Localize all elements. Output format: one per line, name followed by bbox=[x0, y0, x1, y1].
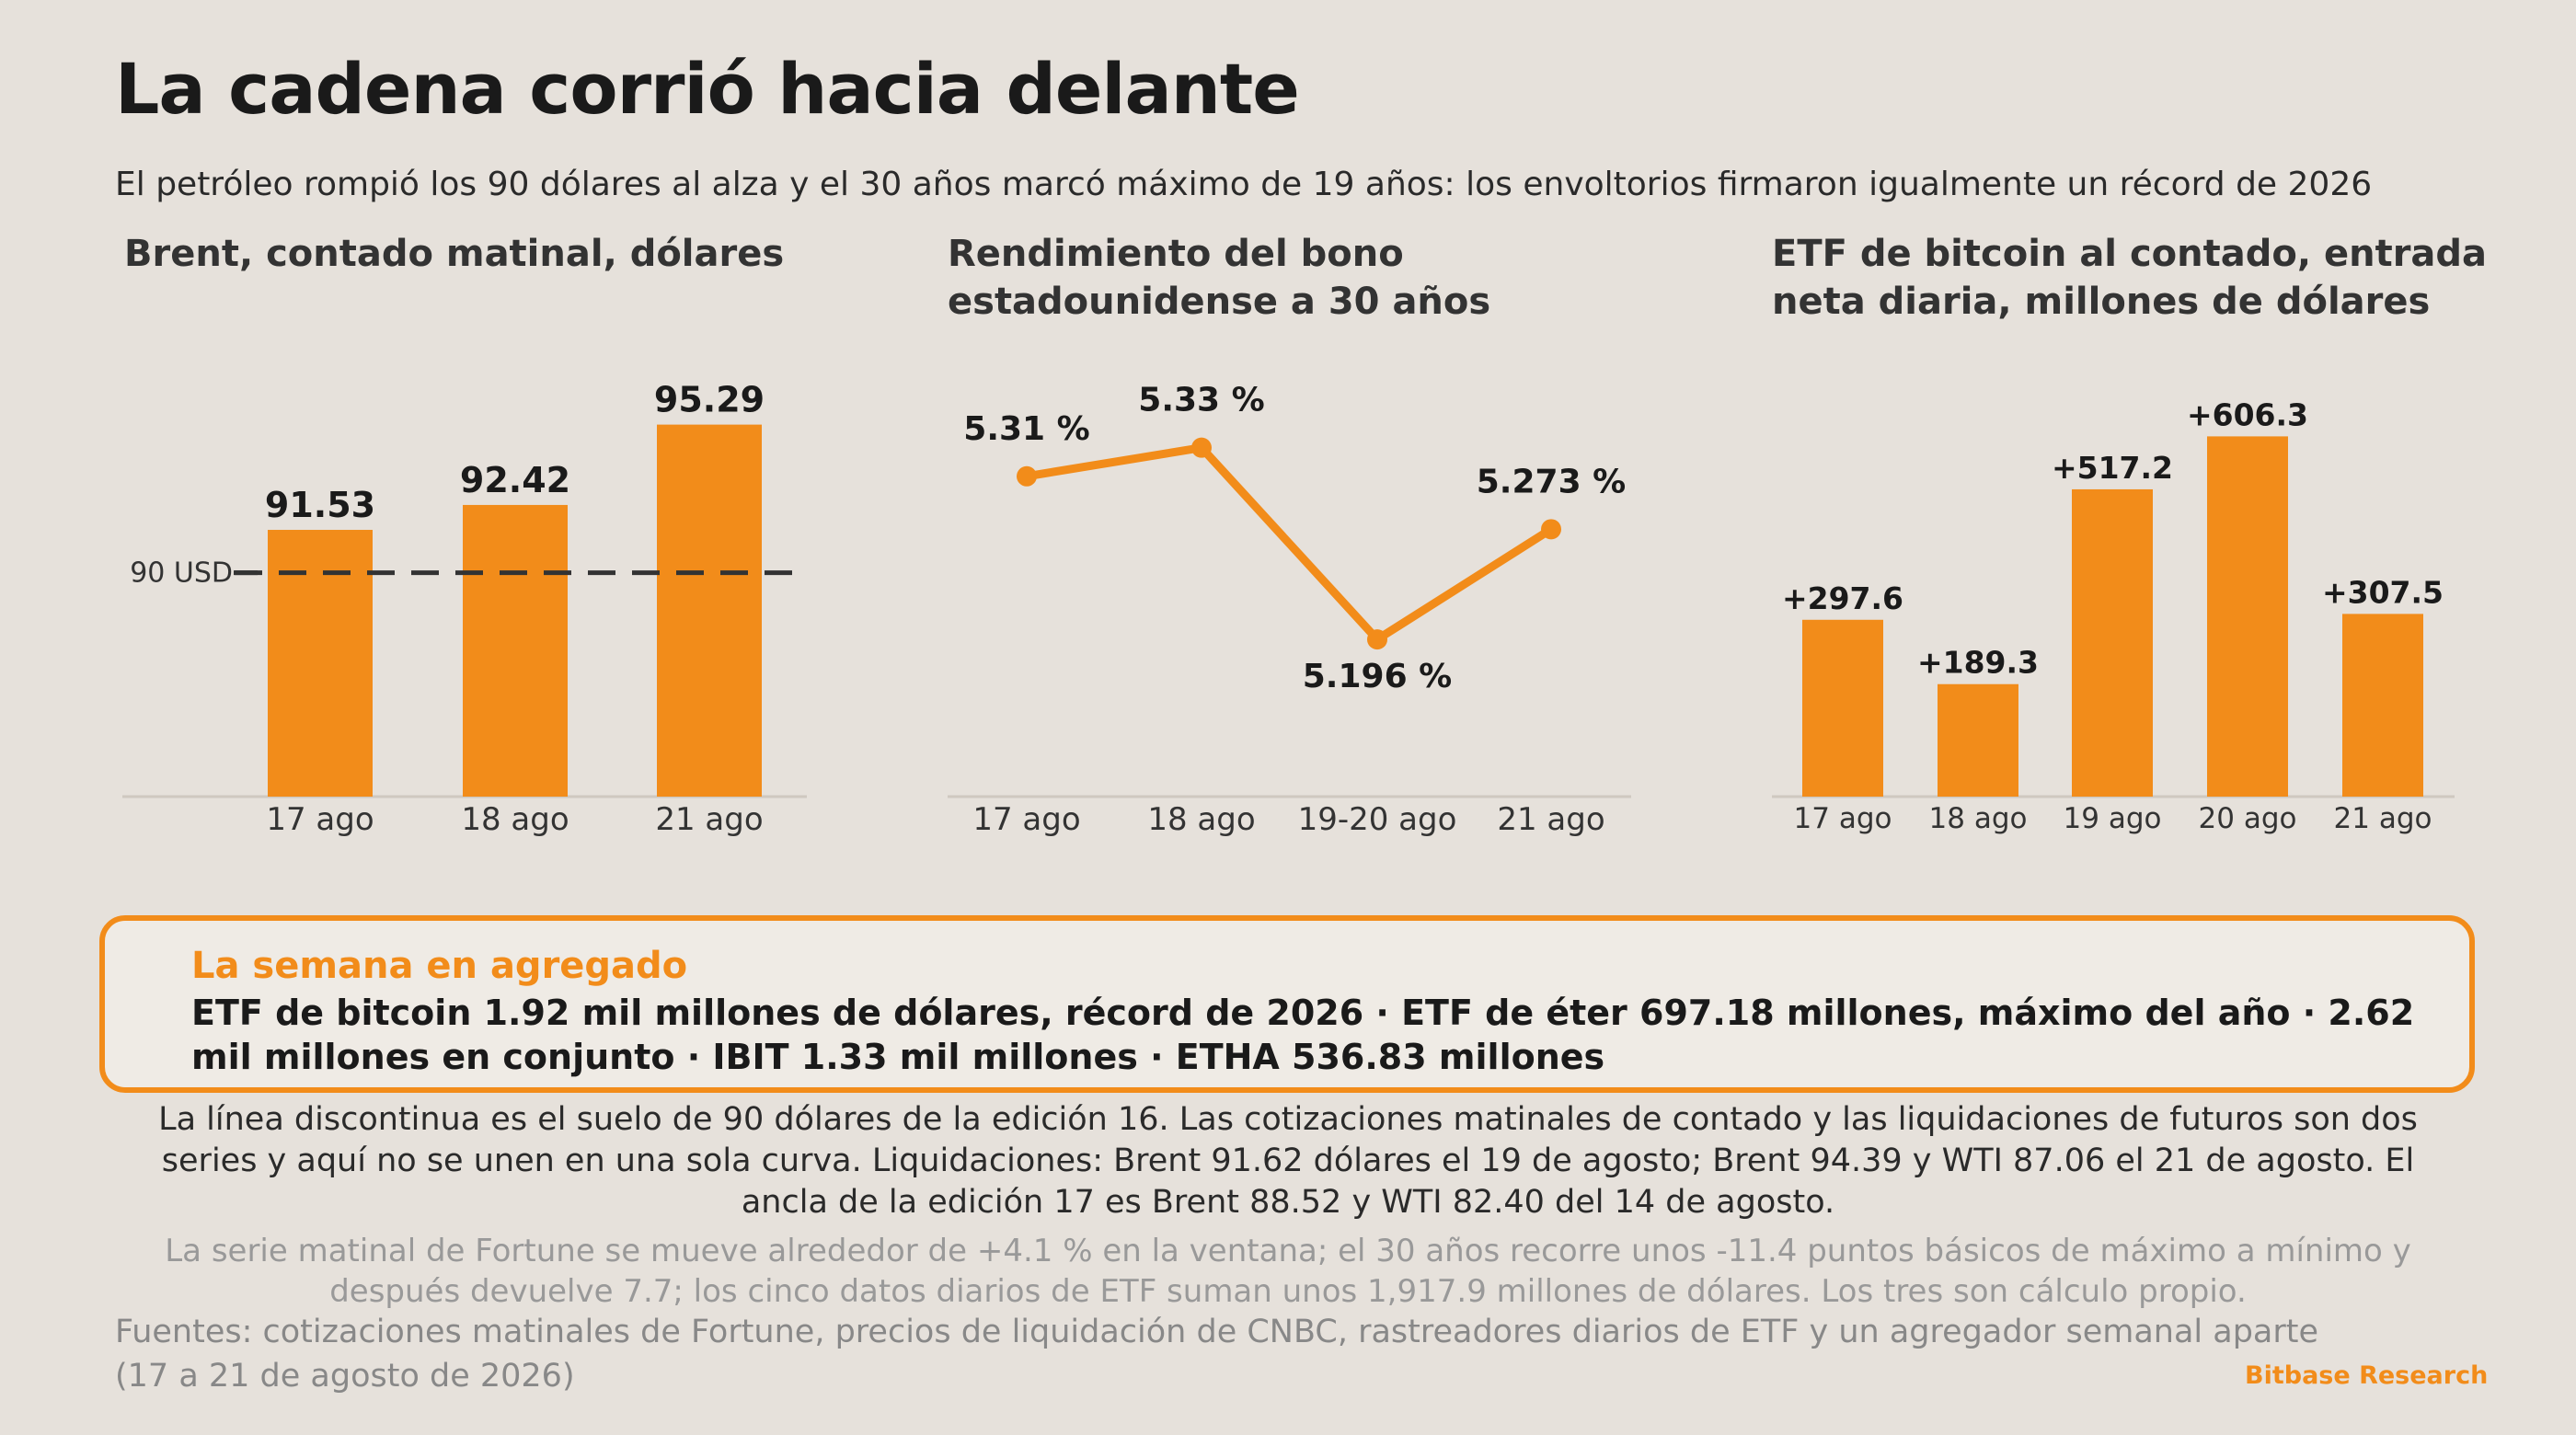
page-subtitle: El petróleo rompió los 90 dólares al alz… bbox=[115, 166, 2373, 203]
bond-data-label-1: 5.33 % bbox=[1138, 382, 1264, 419]
etf-x-tick-3: 20 ago bbox=[2199, 802, 2297, 835]
brent-data-label-2: 95.29 bbox=[654, 380, 765, 420]
bond-point-2 bbox=[1367, 629, 1387, 650]
brent-reference-label: 90 USD bbox=[130, 557, 233, 590]
etf-bar-1 bbox=[1938, 683, 2018, 797]
etf-chart-title: ETF de bitcoin al contado, entrada neta … bbox=[1772, 233, 2488, 323]
etf-x-tick-0: 17 ago bbox=[1794, 802, 1892, 835]
bond-data-label-2: 5.196 % bbox=[1303, 658, 1452, 695]
bond-point-3 bbox=[1541, 519, 1561, 540]
bond-point-1 bbox=[1191, 437, 1212, 458]
etf-x-tick-2: 19 ago bbox=[2064, 802, 2162, 835]
bond-x-tick-2: 19-20 ago bbox=[1298, 801, 1457, 838]
bond-x-tick-3: 21 ago bbox=[1497, 801, 1604, 838]
brent-data-label-1: 92.42 bbox=[460, 460, 570, 500]
bond-point-0 bbox=[1017, 465, 1037, 487]
bond-series-line bbox=[1022, 443, 1556, 644]
etf-data-label-2: +517.2 bbox=[2052, 450, 2173, 486]
brent-data-label-0: 91.53 bbox=[265, 485, 375, 525]
etf-bar-4 bbox=[2342, 614, 2423, 797]
brent-bar-1 bbox=[463, 504, 568, 797]
bond-data-label-0: 5.31 % bbox=[963, 410, 1089, 448]
methodology-note: La línea discontinua es el suelo de 90 d… bbox=[158, 1101, 2418, 1221]
etf-data-label-4: +307.5 bbox=[2322, 574, 2444, 610]
etf-data-label-1: +189.3 bbox=[1917, 645, 2039, 681]
brent-x-tick-1: 18 ago bbox=[461, 801, 569, 838]
weekly-aggregate-box: La semana en agregado ETF de bitcoin 1.9… bbox=[99, 915, 2475, 1093]
aggregate-text: ETF de bitcoin 1.92 mil millones de dóla… bbox=[191, 993, 2415, 1077]
sources-footer: Fuentes: cotizaciones matinales de Fortu… bbox=[115, 1314, 2319, 1395]
brent-x-tick-0: 17 ago bbox=[266, 801, 374, 838]
etf-x-tick-4: 21 ago bbox=[2334, 802, 2432, 835]
brent-bar-0 bbox=[268, 530, 373, 797]
etf-bar-3 bbox=[2207, 436, 2288, 797]
aggregate-heading: La semana en agregado bbox=[191, 945, 688, 987]
brent-x-tick-2: 21 ago bbox=[655, 801, 763, 838]
bond-x-tick-1: 18 ago bbox=[1147, 801, 1255, 838]
brent-bar-2 bbox=[657, 424, 762, 797]
etf-bar-0 bbox=[1802, 619, 1883, 797]
etf-data-label-3: +606.3 bbox=[2187, 396, 2308, 432]
bond-chart-title: Rendimiento del bono estadounidense a 30… bbox=[948, 233, 1491, 323]
etf-x-tick-1: 18 ago bbox=[1929, 802, 2028, 835]
brent-chart-title: Brent, contado matinal, dólares bbox=[124, 233, 785, 275]
page-title: La cadena corrió hacia delante bbox=[115, 48, 1300, 130]
calculation-note: La serie matinal de Fortune se mueve alr… bbox=[165, 1233, 2411, 1310]
bond-data-label-3: 5.273 % bbox=[1477, 463, 1626, 500]
etf-bar-2 bbox=[2072, 488, 2153, 797]
bond-x-tick-0: 17 ago bbox=[972, 801, 1080, 838]
etf-data-label-0: +297.6 bbox=[1782, 580, 1903, 616]
brand-label: Bitbase Research bbox=[2245, 1361, 2489, 1390]
